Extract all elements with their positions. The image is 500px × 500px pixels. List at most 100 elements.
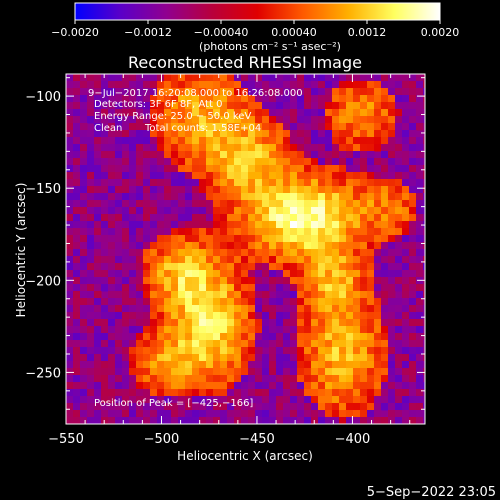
heatmap-cell bbox=[108, 144, 116, 152]
heatmap-cell bbox=[388, 151, 396, 159]
heatmap-cell bbox=[276, 326, 284, 334]
heatmap-cell bbox=[346, 242, 354, 250]
heatmap-cell bbox=[206, 396, 214, 404]
heatmap-cell bbox=[129, 186, 137, 194]
heatmap-cell bbox=[143, 368, 151, 376]
heatmap-cell bbox=[66, 186, 74, 194]
heatmap-cell bbox=[388, 158, 396, 166]
heatmap-cell bbox=[178, 207, 186, 215]
heatmap-cell bbox=[80, 326, 88, 334]
heatmap-cell bbox=[262, 340, 270, 348]
heatmap-cell bbox=[101, 137, 109, 145]
heatmap-cell bbox=[381, 221, 389, 229]
heatmap-cell bbox=[353, 109, 361, 117]
heatmap-cell bbox=[108, 137, 116, 145]
heatmap-cell bbox=[241, 291, 249, 299]
heatmap-cell bbox=[185, 137, 193, 145]
heatmap-cell bbox=[353, 249, 361, 257]
heatmap-cell bbox=[178, 102, 186, 110]
heatmap-cell bbox=[108, 284, 116, 292]
heatmap-cell bbox=[276, 284, 284, 292]
heatmap-cell bbox=[332, 151, 340, 159]
heatmap-cell bbox=[332, 228, 340, 236]
heatmap-cell bbox=[143, 193, 151, 201]
heatmap-cell bbox=[276, 256, 284, 264]
heatmap-cell bbox=[136, 347, 144, 355]
heatmap-cell bbox=[108, 417, 116, 424]
heatmap-cell bbox=[157, 200, 165, 208]
heatmap-cell bbox=[241, 88, 249, 96]
heatmap-cell bbox=[388, 95, 396, 103]
heatmap-cell bbox=[129, 137, 137, 145]
heatmap-cell bbox=[311, 389, 319, 397]
heatmap-cell bbox=[143, 95, 151, 103]
heatmap-cell bbox=[283, 410, 291, 418]
heatmap-cell bbox=[311, 396, 319, 404]
heatmap-cell bbox=[248, 354, 256, 362]
heatmap-cell bbox=[192, 291, 200, 299]
heatmap-cell bbox=[248, 88, 256, 96]
heatmap-cell bbox=[143, 88, 151, 96]
heatmap-cell bbox=[136, 368, 144, 376]
heatmap-cell bbox=[248, 151, 256, 159]
heatmap-cell bbox=[199, 179, 207, 187]
heatmap-cell bbox=[304, 193, 312, 201]
heatmap-cell bbox=[276, 263, 284, 271]
heatmap-cell bbox=[297, 354, 305, 362]
heatmap-cell bbox=[115, 410, 123, 418]
heatmap-cell bbox=[143, 340, 151, 348]
heatmap-cell bbox=[136, 221, 144, 229]
heatmap-cell bbox=[276, 88, 284, 96]
heatmap-cell bbox=[199, 368, 207, 376]
heatmap-cell bbox=[402, 130, 410, 138]
heatmap-cell bbox=[143, 333, 151, 341]
heatmap-cell bbox=[101, 109, 109, 117]
heatmap-cell bbox=[101, 179, 109, 187]
heatmap-cell bbox=[269, 165, 277, 173]
heatmap-cell bbox=[339, 193, 347, 201]
heatmap-cell bbox=[164, 221, 172, 229]
heatmap-cell bbox=[409, 403, 417, 411]
colorbar-unit-label: (photons cm⁻² s⁻¹ asec⁻²) bbox=[199, 40, 341, 53]
heatmap-cell bbox=[220, 235, 228, 243]
heatmap-cell bbox=[178, 214, 186, 222]
heatmap-cell bbox=[374, 396, 382, 404]
heatmap-cell bbox=[283, 193, 291, 201]
heatmap-cell bbox=[332, 249, 340, 257]
heatmap-cell bbox=[199, 88, 207, 96]
heatmap-cell bbox=[353, 95, 361, 103]
heatmap-cell bbox=[185, 347, 193, 355]
heatmap-cell bbox=[276, 277, 284, 285]
heatmap-cell bbox=[269, 389, 277, 397]
heatmap-cell bbox=[94, 221, 102, 229]
heatmap-cell bbox=[185, 81, 193, 89]
heatmap-cell bbox=[353, 151, 361, 159]
heatmap-cell bbox=[276, 361, 284, 369]
heatmap-cell bbox=[192, 123, 200, 131]
heatmap-cell bbox=[304, 228, 312, 236]
heatmap-cell bbox=[283, 109, 291, 117]
heatmap-cell bbox=[297, 144, 305, 152]
heatmap-cell bbox=[164, 235, 172, 243]
heatmap-cell bbox=[409, 347, 417, 355]
heatmap-cell bbox=[178, 228, 186, 236]
heatmap-cell bbox=[80, 361, 88, 369]
heatmap-cell bbox=[80, 277, 88, 285]
heatmap-cell bbox=[248, 221, 256, 229]
heatmap-cell bbox=[94, 109, 102, 117]
heatmap-cell bbox=[80, 158, 88, 166]
heatmap-cell bbox=[136, 123, 144, 131]
heatmap-cell bbox=[108, 333, 116, 341]
heatmap-cell bbox=[108, 298, 116, 306]
heatmap-cell bbox=[381, 375, 389, 383]
heatmap-cell bbox=[164, 417, 172, 424]
heatmap-cell bbox=[255, 235, 263, 243]
heatmap-cell bbox=[283, 382, 291, 390]
heatmap-cell bbox=[353, 137, 361, 145]
heatmap-cell bbox=[416, 123, 424, 131]
heatmap-cell bbox=[150, 270, 158, 278]
heatmap-cell bbox=[255, 256, 263, 264]
heatmap-cell bbox=[423, 242, 425, 250]
heatmap-cell bbox=[367, 291, 375, 299]
heatmap-cell bbox=[423, 410, 425, 418]
